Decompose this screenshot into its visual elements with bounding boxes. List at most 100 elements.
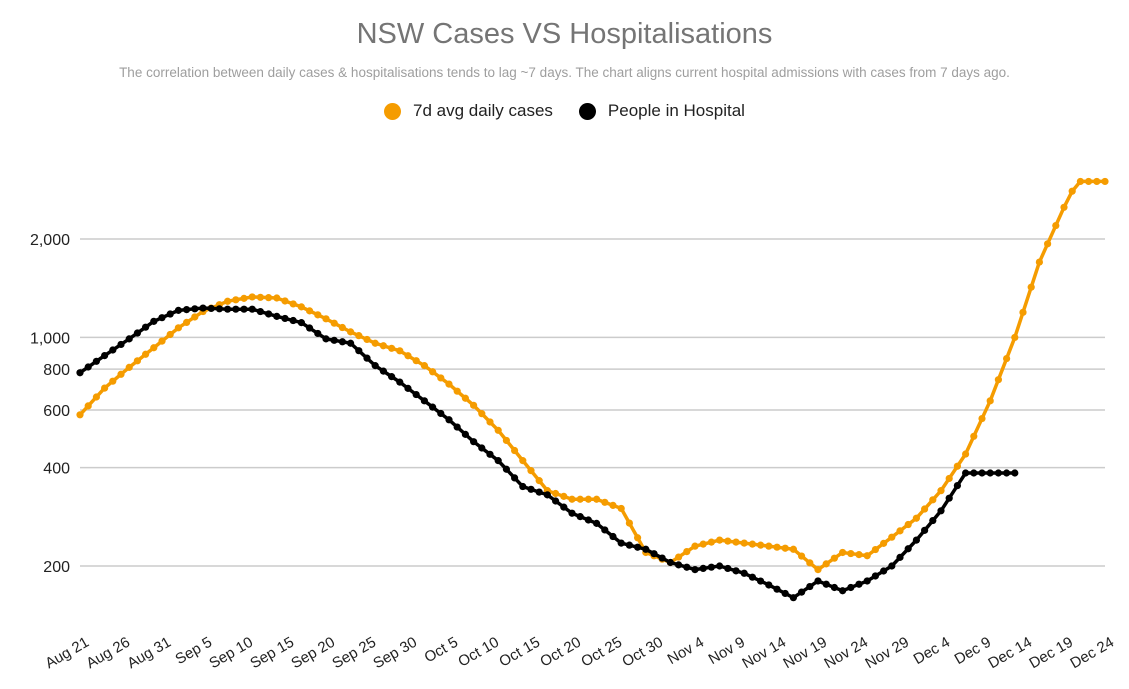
cases-point[interactable] (609, 501, 617, 509)
hospital-point[interactable] (543, 491, 552, 499)
cases-point[interactable] (1027, 283, 1035, 291)
hospital-point[interactable] (994, 469, 1003, 477)
legend-item-hospital[interactable]: People in Hospital (578, 101, 745, 121)
cases-point[interactable] (289, 300, 297, 308)
hospital-point[interactable] (273, 312, 281, 320)
cases-point[interactable] (265, 294, 273, 302)
hospital-point[interactable] (789, 594, 798, 602)
cases-point[interactable] (929, 496, 937, 504)
hospital-point[interactable] (921, 526, 929, 534)
cases-point[interactable] (921, 505, 929, 513)
hospital-point[interactable] (535, 488, 543, 496)
cases-point[interactable] (224, 297, 232, 305)
hospital-point[interactable] (322, 335, 330, 343)
cases-point[interactable] (478, 410, 486, 418)
cases-point[interactable] (806, 559, 814, 567)
cases-point[interactable] (986, 397, 994, 405)
hospital-point[interactable] (986, 469, 994, 477)
hospital-point[interactable] (330, 336, 338, 344)
hospital-point[interactable] (404, 384, 412, 392)
cases-point[interactable] (773, 543, 781, 551)
cases-point[interactable] (552, 489, 560, 498)
hospital-point[interactable] (773, 585, 781, 593)
hospital-point[interactable] (601, 526, 609, 534)
cases-point[interactable] (683, 547, 691, 556)
cases-point[interactable] (855, 551, 863, 559)
cases-point[interactable] (1101, 177, 1109, 186)
cases-point[interactable] (978, 414, 986, 423)
cases-point[interactable] (150, 344, 158, 352)
cases-point[interactable] (617, 504, 625, 513)
hospital-point[interactable] (609, 532, 617, 541)
hospital-point[interactable] (502, 465, 510, 473)
cases-point[interactable] (781, 544, 789, 552)
cases-point[interactable] (306, 307, 314, 315)
hospital-point[interactable] (863, 577, 871, 585)
legend-item-cases[interactable]: 7d avg daily cases (384, 101, 553, 121)
hospital-point[interactable] (912, 536, 921, 544)
cases-point[interactable] (92, 393, 100, 401)
cases-point[interactable] (601, 498, 609, 506)
hospital-point[interactable] (379, 367, 387, 375)
hospital-point[interactable] (109, 346, 117, 354)
hospital-point[interactable] (675, 561, 683, 569)
hospital-point[interactable] (724, 564, 732, 573)
hospital-point[interactable] (658, 554, 666, 562)
hospital-point[interactable] (142, 323, 150, 331)
cases-point[interactable] (839, 548, 847, 557)
hospital-point[interactable] (125, 335, 133, 343)
hospital-point[interactable] (970, 469, 978, 477)
hospital-point[interactable] (806, 582, 814, 591)
cases-point[interactable] (256, 293, 264, 301)
hospital-point[interactable] (962, 469, 970, 477)
cases-point[interactable] (117, 370, 125, 378)
cases-point[interactable] (510, 446, 519, 455)
hospital-point[interactable] (191, 305, 199, 313)
hospital-point[interactable] (338, 338, 346, 346)
hospital-point[interactable] (896, 553, 904, 561)
cases-point[interactable] (84, 402, 92, 410)
hospital-point[interactable] (953, 481, 962, 490)
hospital-point[interactable] (830, 583, 839, 592)
hospital-point[interactable] (248, 305, 256, 313)
hospital-point[interactable] (740, 569, 748, 577)
hospital-point[interactable] (929, 516, 937, 525)
hospital-point[interactable] (117, 340, 125, 349)
hospital-point[interactable] (314, 329, 322, 338)
cases-point[interactable] (535, 477, 543, 485)
cases-point[interactable] (429, 368, 437, 376)
cases-point[interactable] (461, 394, 469, 402)
hospital-point[interactable] (888, 562, 896, 570)
hospital-point[interactable] (232, 305, 240, 313)
hospital-point[interactable] (510, 474, 519, 482)
cases-point[interactable] (707, 538, 716, 546)
cases-point[interactable] (183, 318, 191, 327)
hospital-point[interactable] (355, 347, 363, 355)
hospital-point[interactable] (453, 423, 461, 431)
hospital-point[interactable] (798, 588, 806, 596)
cases-point[interactable] (338, 323, 346, 332)
hospital-point[interactable] (445, 416, 453, 424)
cases-point[interactable] (347, 328, 355, 336)
cases-point[interactable] (133, 357, 141, 365)
hospital-point[interactable] (732, 567, 740, 575)
cases-point[interactable] (724, 537, 732, 545)
hospital-point[interactable] (84, 363, 92, 371)
cases-point[interactable] (560, 492, 568, 500)
hospital-point[interactable] (839, 587, 847, 595)
cases-point[interactable] (1076, 177, 1084, 186)
cases-point[interactable] (314, 311, 322, 319)
hospital-point[interactable] (937, 507, 945, 515)
cases-point[interactable] (388, 344, 396, 352)
hospital-point[interactable] (707, 563, 716, 571)
cases-point[interactable] (953, 462, 962, 470)
cases-point[interactable] (912, 514, 921, 522)
cases-point[interactable] (371, 339, 379, 347)
hospital-point[interactable] (691, 565, 699, 574)
hospital-point[interactable] (199, 304, 207, 312)
cases-point[interactable] (675, 553, 683, 561)
cases-point[interactable] (584, 495, 593, 503)
cases-point[interactable] (937, 487, 945, 495)
cases-point[interactable] (142, 350, 150, 358)
cases-point[interactable] (699, 540, 707, 548)
